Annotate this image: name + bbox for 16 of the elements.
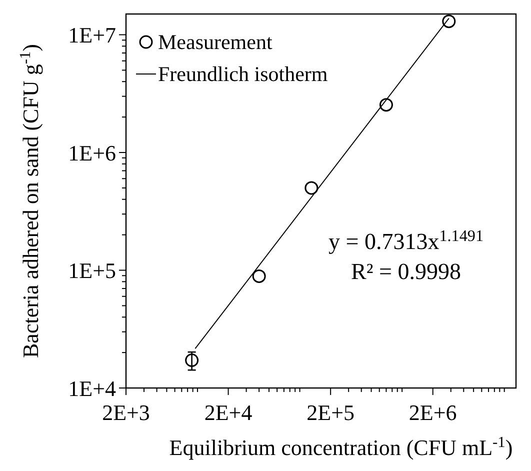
point — [379, 98, 393, 112]
point — [442, 14, 456, 28]
annotation: y = 0.7313x$^{1.1491}$ — [328, 228, 484, 254]
legend-label: Freundlich isotherm — [158, 62, 328, 86]
x-tick-label: 2E+6 — [408, 400, 457, 425]
y-tick-label: 1E+5 — [68, 258, 116, 284]
y-tick-label: 1E+4 — [68, 376, 116, 401]
x-tick-label: 2E+3 — [102, 400, 150, 425]
x-tick-label: 2E+4 — [204, 400, 252, 425]
x-tick-label: 2E+5 — [306, 400, 354, 425]
legend-label: Measurement — [158, 30, 272, 54]
point — [185, 354, 199, 368]
x-axis-title: Equilibrium concentration (CFU mL$^{-1}$) — [169, 434, 513, 460]
y-tick-label: 1E+6 — [68, 140, 116, 166]
annotation: R² = 0.9998 — [351, 259, 461, 284]
y-tick-label: 1E+7 — [68, 22, 116, 48]
